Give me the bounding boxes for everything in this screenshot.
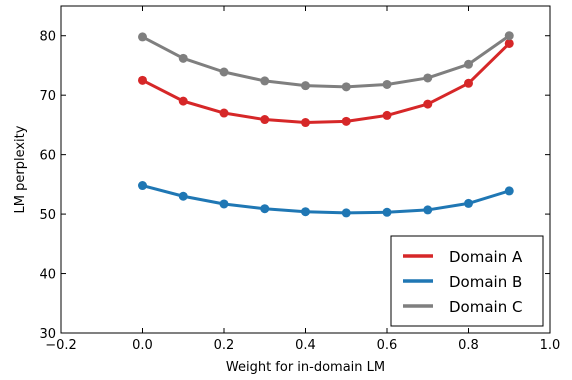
y-tick-label: 70	[39, 89, 56, 104]
data-point	[260, 204, 270, 214]
series-layer	[138, 31, 514, 218]
data-point	[260, 115, 270, 125]
data-point	[423, 205, 433, 215]
series-domain-b	[138, 181, 514, 218]
ticks-layer: −0.2 0.0 0.2 0.4 0.6 0.8 1.0 30 40 50 60 70 80	[39, 6, 560, 353]
data-point	[178, 191, 188, 201]
legend-item: Domain C	[403, 298, 522, 316]
legend-label: Domain B	[449, 273, 522, 291]
data-point	[178, 53, 188, 63]
data-point	[504, 38, 514, 48]
x-tick-label: 0.0	[132, 338, 153, 353]
data-point	[138, 181, 147, 191]
legend-item: Domain B	[403, 273, 522, 291]
y-axis-label: LM perplexity	[13, 125, 28, 213]
data-point	[341, 116, 351, 126]
series-line	[141, 34, 511, 89]
y-tick-label: 30	[39, 327, 56, 342]
data-point	[219, 199, 229, 209]
legend-label: Domain A	[449, 248, 523, 266]
x-tick-label: 0.8	[458, 338, 479, 353]
data-point	[178, 96, 188, 106]
data-point	[138, 75, 147, 85]
x-tick-label: 0.2	[214, 338, 235, 353]
y-tick-label: 80	[39, 30, 56, 45]
x-tick-label: 1.0	[540, 338, 561, 353]
legend-item: Domain A	[403, 248, 523, 266]
x-axis-label: Weight for in-domain LM	[226, 360, 385, 375]
data-point	[423, 73, 433, 83]
data-point	[219, 108, 229, 118]
series-line	[141, 184, 511, 215]
x-tick-label: 0.6	[377, 338, 398, 353]
data-point	[341, 208, 351, 218]
data-point	[464, 59, 473, 69]
x-tick-label: −0.2	[45, 338, 77, 353]
x-tick-label: 0.4	[295, 338, 316, 353]
data-point	[138, 32, 147, 42]
data-point	[301, 118, 310, 128]
data-point	[382, 110, 392, 120]
data-point	[504, 31, 514, 41]
data-point	[504, 186, 514, 196]
data-point	[301, 207, 310, 217]
series-domain-c	[138, 31, 514, 92]
data-point	[423, 99, 433, 109]
data-point	[464, 78, 473, 88]
data-point	[341, 82, 351, 92]
data-point	[382, 79, 392, 89]
data-point	[260, 76, 270, 86]
legend-label: Domain C	[449, 298, 522, 316]
data-point	[301, 81, 310, 91]
data-point	[219, 67, 229, 77]
legend: Domain A Domain B Domain C	[390, 235, 544, 327]
data-point	[382, 207, 392, 217]
series-domain-a	[138, 38, 514, 128]
y-tick-label: 60	[39, 149, 56, 164]
y-tick-label: 50	[39, 208, 56, 223]
y-tick-label: 40	[39, 268, 56, 283]
data-point	[464, 198, 473, 208]
series-line	[141, 41, 511, 125]
